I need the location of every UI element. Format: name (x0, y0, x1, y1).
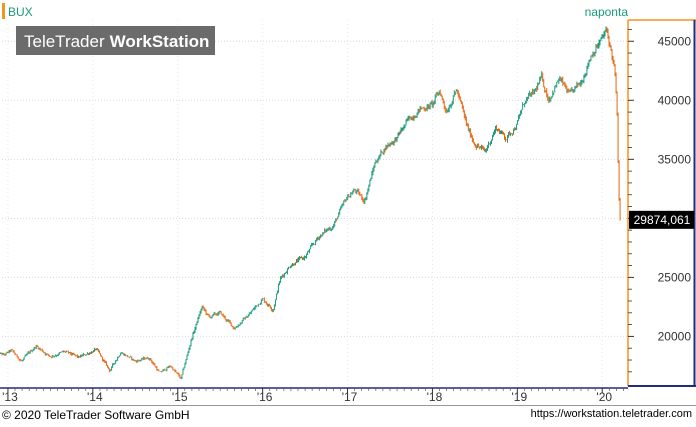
x-tick-label: '18 (427, 390, 443, 404)
x-tick-label: '17 (342, 390, 358, 404)
watermark-logo: TeleTrader WorkStation (16, 26, 215, 55)
x-tick-label: '14 (87, 390, 103, 404)
x-tick-label: '13 (2, 390, 18, 404)
y-tick-label: 40000 (658, 93, 692, 107)
x-tick-label: '15 (172, 390, 188, 404)
chart: BUX naponta TeleTrader WorkStation 20000 2… (0, 3, 696, 406)
candles (0, 26, 621, 380)
y-tick-label: 25000 (658, 270, 692, 284)
instrument-label: BUX (8, 5, 33, 19)
period-label: naponta (585, 5, 629, 19)
y-tick-label: 35000 (658, 152, 692, 166)
last-value-marker: 29874,061 (629, 210, 694, 229)
watermark-text-2: WorkStation (110, 32, 210, 51)
y-tick-label: 20000 (658, 329, 692, 343)
y-tick-label: 45000 (658, 34, 692, 48)
footer-copyright: © 2020 TeleTrader Software GmbH (2, 408, 190, 422)
last-value-label: 29874,061 (634, 213, 691, 227)
x-tick-label: '20 (596, 390, 612, 404)
x-tick-label: '16 (257, 390, 273, 404)
footer-url[interactable]: https://workstation.teletrader.com (530, 408, 692, 420)
grid (2, 20, 628, 386)
x-tick-label: '19 (512, 390, 528, 404)
y-axis-ticks: 200002500030000350004000045000 (628, 29, 692, 373)
instrument-accent-bar (2, 3, 5, 19)
plot-background (2, 20, 628, 386)
x-axis-ticks: '13 '14 '15 '16 '17 '18 '19 '20 (2, 388, 624, 404)
watermark-text-1: TeleTrader (24, 32, 105, 51)
